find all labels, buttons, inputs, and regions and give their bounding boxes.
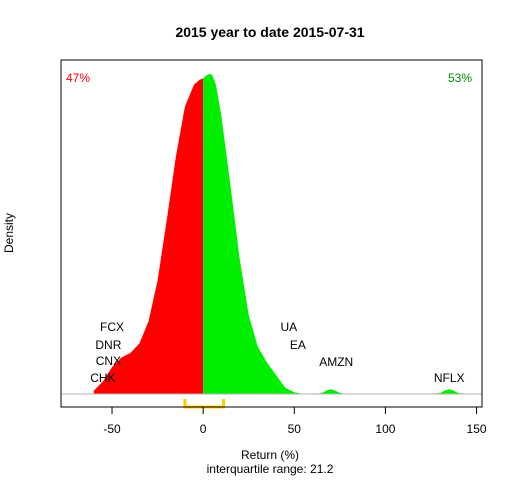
x-tick-label: 100 <box>375 422 395 436</box>
positive-share-label: 53% <box>448 71 472 85</box>
iqr-bracket <box>183 399 226 409</box>
plot-frame <box>60 59 483 408</box>
y-axis-label: Density <box>2 213 16 253</box>
x-axis: -50 0 50 100 150 <box>103 407 487 436</box>
outlier-label: FCX <box>100 320 124 334</box>
negative-density-area <box>93 78 204 395</box>
outlier-label: AMZN <box>319 355 353 369</box>
x-axis-label: Return (%) <box>241 448 299 462</box>
x-tick-label: -50 <box>103 422 121 436</box>
positive-density-area <box>203 73 477 394</box>
x-tick-label: 50 <box>288 422 302 436</box>
chart-title: 2015 year to date 2015-07-31 <box>175 24 364 40</box>
outlier-label: DNR <box>95 338 121 352</box>
outlier-label: CHK <box>90 371 115 385</box>
outlier-label: CNX <box>96 354 121 368</box>
x-tick-label: 150 <box>467 422 487 436</box>
outlier-label: UA <box>280 320 297 334</box>
outlier-label: EA <box>290 338 306 352</box>
outlier-label: NFLX <box>434 371 465 385</box>
x-tick-label: 0 <box>200 422 207 436</box>
plot-area: FCX DNR CNX CHK UA EA AMZN NFLX <box>61 73 482 409</box>
negative-share-label: 47% <box>66 71 90 85</box>
iqr-subtitle: interquartile range: 21.2 <box>207 462 334 476</box>
